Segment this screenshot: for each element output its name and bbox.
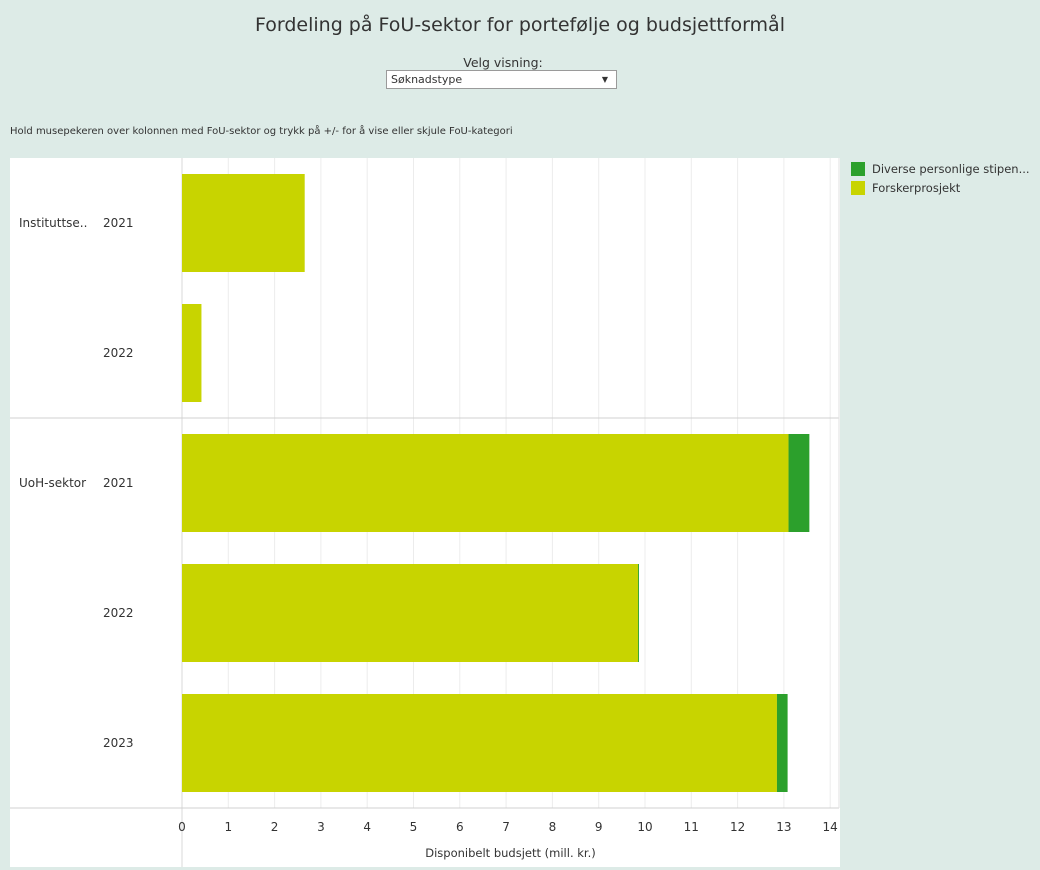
year-label: 2021 <box>103 476 134 490</box>
instruction-text: Hold musepekeren over kolonnen med FoU-s… <box>10 126 513 137</box>
x-tick-label: 8 <box>549 820 557 834</box>
view-selector-label: Velg visning: <box>463 55 543 70</box>
bar-segment <box>182 694 777 792</box>
x-tick-label: 10 <box>637 820 652 834</box>
bar-segment <box>776 694 788 792</box>
legend-label-diverse: Diverse personlige stipen... <box>872 162 1030 176</box>
legend: Diverse personlige stipen... Forskerpros… <box>851 160 1040 198</box>
x-tick-label: 5 <box>410 820 418 834</box>
x-tick-label: 2 <box>271 820 279 834</box>
year-label: 2021 <box>103 216 134 230</box>
year-label: 2022 <box>103 606 134 620</box>
legend-label-forskerprosjekt: Forskerprosjekt <box>872 181 961 195</box>
legend-swatch-forskerprosjekt <box>851 181 865 195</box>
bar-segment <box>638 564 639 662</box>
x-tick-label: 7 <box>502 820 510 834</box>
x-tick-label: 3 <box>317 820 325 834</box>
legend-swatch-diverse <box>851 162 865 176</box>
bar-segment <box>182 174 305 272</box>
x-tick-label: 11 <box>684 820 699 834</box>
x-tick-label: 4 <box>363 820 371 834</box>
x-tick-label: 0 <box>178 820 186 834</box>
view-selector-dropdown[interactable]: Søknadstype ▼ <box>386 70 617 89</box>
chart-panel: Instituttse.. 2021 2022 UoH-sektor 2021 2022 2… <box>10 158 840 867</box>
view-selector-value: Søknadstype <box>391 73 463 86</box>
bar-chart: Instituttse.. 2021 2022 UoH-sektor 2021 2022 2… <box>10 158 840 867</box>
group-label: Instituttse.. <box>19 216 87 230</box>
x-tick-label: 6 <box>456 820 464 834</box>
bar-segment <box>182 564 639 662</box>
bar-segment <box>182 304 202 402</box>
x-tick-label: 12 <box>730 820 745 834</box>
bar-segment <box>788 434 810 532</box>
x-tick-label: 14 <box>823 820 838 834</box>
chart-title: Fordeling på FoU-sektor for portefølje o… <box>255 14 785 36</box>
year-label: 2023 <box>103 736 134 750</box>
bar-segment <box>182 434 789 532</box>
x-tick-label: 9 <box>595 820 603 834</box>
x-axis-title: Disponibelt budsjett (mill. kr.) <box>425 846 595 860</box>
legend-item-diverse[interactable]: Diverse personlige stipen... <box>851 160 1040 178</box>
x-tick-label: 13 <box>776 820 791 834</box>
x-tick-label: 1 <box>224 820 232 834</box>
group-label: UoH-sektor <box>19 476 86 490</box>
chevron-down-icon: ▼ <box>601 75 608 84</box>
year-label: 2022 <box>103 346 134 360</box>
legend-item-forskerprosjekt[interactable]: Forskerprosjekt <box>851 179 1040 197</box>
